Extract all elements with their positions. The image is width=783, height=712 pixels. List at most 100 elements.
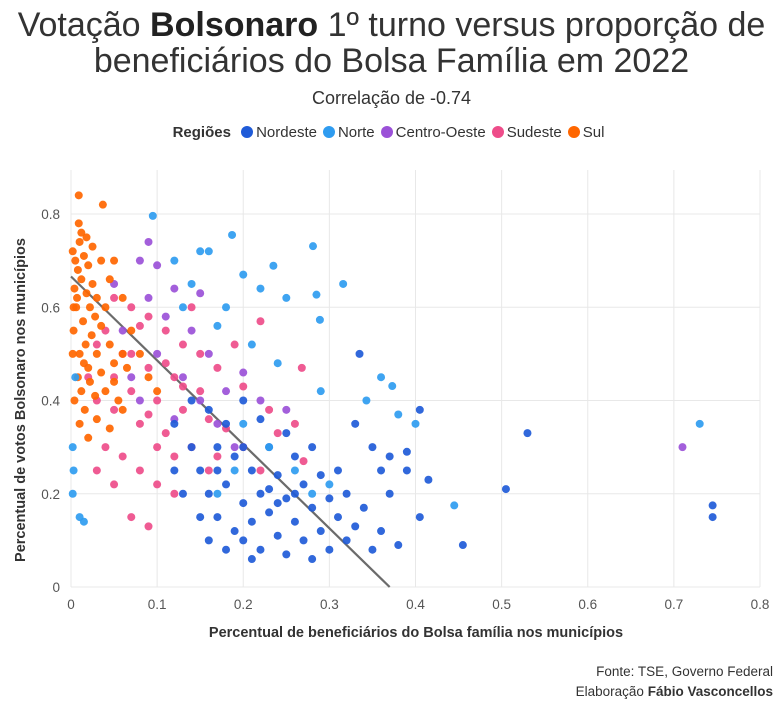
point-norte: [256, 284, 265, 293]
point-sul: [135, 349, 144, 358]
point-sul: [71, 256, 80, 265]
point-sudeste: [230, 340, 239, 349]
point-norte: [213, 321, 222, 330]
point-sul: [80, 405, 89, 414]
point-norte: [273, 359, 282, 368]
point-sul: [79, 251, 88, 260]
x-tick-label: 0.3: [320, 597, 339, 612]
point-nordeste: [230, 452, 239, 461]
point-sudeste: [144, 312, 153, 321]
point-sudeste: [127, 349, 136, 358]
x-tick-label: 0.6: [578, 597, 597, 612]
point-centro-oeste: [144, 237, 153, 246]
point-centro-oeste: [170, 284, 179, 293]
point-sul: [97, 368, 106, 377]
point-sudeste: [213, 452, 222, 461]
point-sudeste: [127, 303, 136, 312]
x-tick-label: 0: [67, 597, 75, 612]
point-sul: [73, 293, 82, 302]
point-sudeste: [92, 466, 101, 475]
point-nordeste: [170, 466, 179, 475]
x-tick-label: 0.7: [664, 597, 683, 612]
point-nordeste: [299, 536, 308, 545]
point-sul: [91, 312, 100, 321]
point-sul: [105, 424, 114, 433]
point-norte: [362, 396, 371, 405]
point-sudeste: [135, 321, 144, 330]
point-sul: [92, 349, 101, 358]
point-sul: [85, 303, 94, 312]
point-centro-oeste: [282, 405, 291, 414]
point-centro-oeste: [135, 396, 144, 405]
point-nordeste: [368, 545, 377, 554]
point-sul: [77, 275, 86, 284]
point-norte: [239, 419, 248, 428]
point-nordeste: [196, 466, 205, 475]
point-sul: [110, 377, 119, 386]
y-axis-label: Percentual de votos Bolsonaro nos municí…: [13, 238, 29, 562]
point-nordeste: [290, 452, 299, 461]
point-norte: [450, 501, 459, 510]
point-sudeste: [110, 405, 119, 414]
point-nordeste: [256, 489, 265, 498]
legend-item-nordeste[interactable]: Nordeste: [241, 124, 317, 141]
point-sul: [110, 256, 119, 265]
point-sul: [75, 237, 84, 246]
point-sudeste: [144, 522, 153, 531]
y-tick-label: 0.4: [41, 394, 60, 409]
point-norte: [213, 489, 222, 498]
point-nordeste: [415, 405, 424, 414]
point-nordeste: [265, 508, 274, 517]
point-nordeste: [222, 545, 231, 554]
point-centro-oeste: [127, 373, 136, 382]
point-centro-oeste: [161, 312, 170, 321]
point-norte: [339, 279, 348, 288]
point-nordeste: [333, 466, 342, 475]
point-sudeste: [161, 429, 170, 438]
point-nordeste: [222, 419, 231, 428]
point-nordeste: [178, 489, 187, 498]
point-norte: [315, 315, 324, 324]
point-nordeste: [308, 503, 317, 512]
point-sul: [82, 233, 91, 242]
point-centro-oeste: [178, 373, 187, 382]
point-nordeste: [265, 485, 274, 494]
legend-marker-icon: [241, 126, 254, 138]
point-sul: [88, 242, 97, 251]
point-nordeste: [239, 499, 248, 508]
point-sul: [74, 219, 83, 228]
point-nordeste: [256, 415, 265, 424]
point-nordeste: [299, 480, 308, 489]
point-sul: [84, 261, 93, 270]
point-sudeste: [161, 326, 170, 335]
point-nordeste: [342, 536, 351, 545]
point-sul: [153, 387, 162, 396]
point-sul: [114, 396, 123, 405]
legend-item-centro-oeste[interactable]: Centro-Oeste: [380, 124, 486, 141]
point-nordeste: [351, 419, 360, 428]
point-sudeste: [161, 359, 170, 368]
legend-item-norte[interactable]: Norte: [322, 124, 375, 141]
point-nordeste: [316, 471, 325, 480]
legend-marker-icon: [322, 126, 335, 138]
point-sul: [98, 200, 107, 209]
point-sudeste: [178, 382, 187, 391]
point-sudeste: [135, 466, 144, 475]
point-sudeste: [110, 480, 119, 489]
point-sul: [97, 321, 106, 330]
point-norte: [308, 489, 317, 498]
point-nordeste: [187, 443, 196, 452]
legend-item-sul[interactable]: Sul: [567, 124, 604, 141]
point-nordeste: [213, 466, 222, 475]
point-nordeste: [385, 489, 394, 498]
point-sudeste: [273, 429, 282, 438]
point-nordeste: [415, 513, 424, 522]
point-sul: [69, 326, 78, 335]
point-sudeste: [256, 466, 265, 475]
legend-item-sudeste[interactable]: Sudeste: [491, 124, 562, 141]
y-tick-label: 0.2: [41, 487, 60, 502]
point-sul: [81, 340, 90, 349]
chart-title-line-1: Votação Bolsonaro 1º turno versus propor…: [17, 6, 766, 44]
point-sul: [101, 303, 110, 312]
point-norte: [68, 443, 77, 452]
